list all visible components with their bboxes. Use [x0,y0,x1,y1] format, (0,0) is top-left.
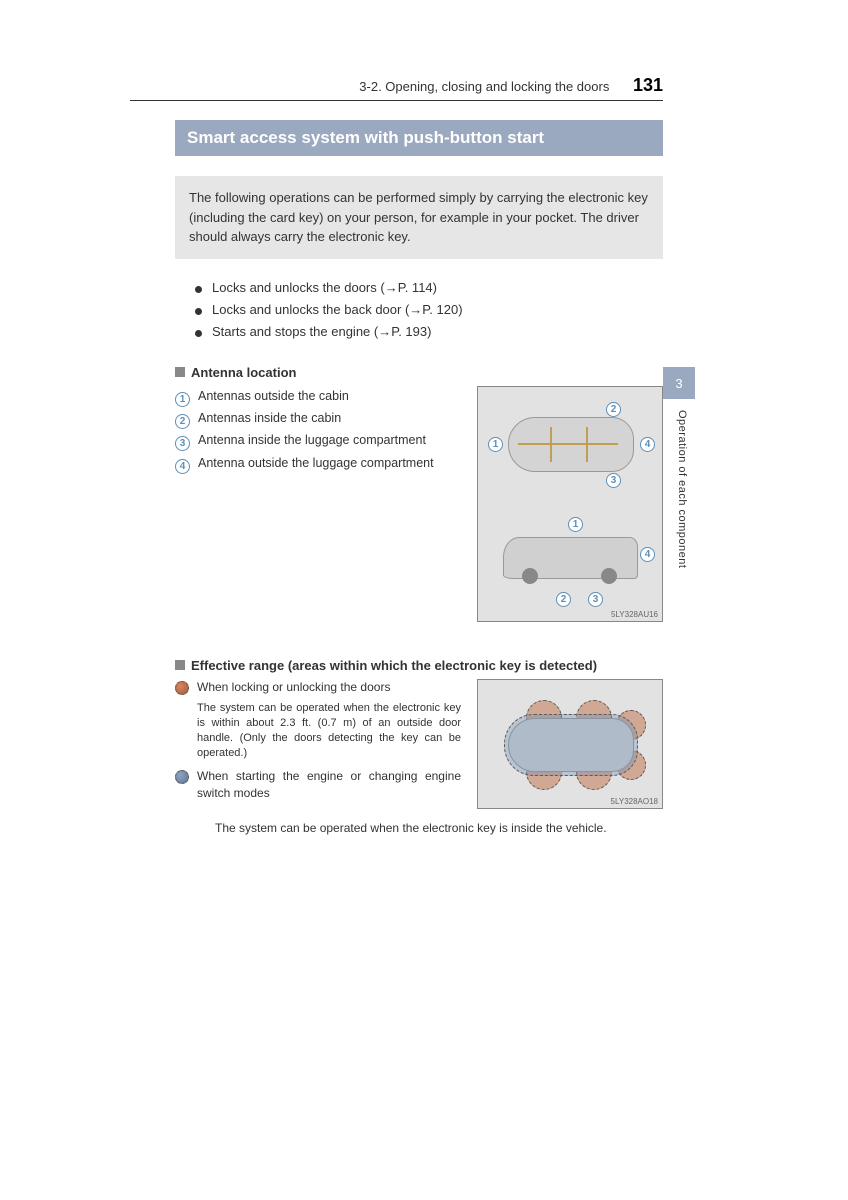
bullet-item: Locks and unlocks the doors (→P. 114) [195,277,663,299]
range-item-title: When locking or unlocking the doors [197,679,390,695]
range-item-title: When starting the engine or changing eng… [197,768,461,800]
circled-number-icon: 2 [175,414,190,429]
antenna-item-text: Antennas inside the cabin [198,408,341,429]
circled-number-icon: 4 [175,459,190,474]
antenna-item: 4 Antenna outside the luggage compartmen… [175,453,461,474]
bullet-text: Locks and unlocks the back door (→P. 120… [212,299,463,321]
diagram-number-icon: 3 [606,473,621,488]
section-label: 3-2. Opening, closing and locking the do… [359,79,609,94]
antenna-item: 1 Antennas outside the cabin [175,386,461,407]
antenna-heading-text: Antenna location [191,365,296,380]
diagram-number-icon: 1 [488,437,503,452]
chapter-tab: 3 [663,367,695,399]
bullet-list: Locks and unlocks the doors (→P. 114) Lo… [195,277,663,343]
bullet-dot-icon [195,308,202,315]
bottom-note: The system can be operated when the elec… [215,821,663,835]
antenna-list: 1 Antennas outside the cabin 2 Antennas … [175,386,461,636]
antenna-item-text: Antenna outside the luggage compartment [198,453,434,474]
diagram-number-icon: 2 [556,592,571,607]
bullet-dot-icon [195,330,202,337]
range-heading: Effective range (areas within which the … [175,658,663,673]
antenna-line-icon [550,427,552,462]
range-item-sub: The system can be operated when the elec… [197,701,461,760]
range-text: When locking or unlocking the doors The … [175,679,461,809]
antenna-item: 3 Antenna inside the luggage compartment [175,430,461,451]
car-side-icon [503,537,638,579]
bullet-item: Starts and stops the engine (→P. 193) [195,321,663,343]
wheel-icon [601,568,617,584]
antenna-diagram: 2 1 4 3 1 4 2 3 5LY328AU16 [477,386,663,622]
diagram-number-icon: 4 [640,437,655,452]
square-marker-icon [175,367,185,377]
circled-number-icon: 3 [175,436,190,451]
header-rule [130,100,663,101]
antenna-line-icon [518,443,618,445]
diagram-number-icon: 4 [640,547,655,562]
bullet-text: Locks and unlocks the doors (→P. 114) [212,277,437,299]
square-marker-icon [175,660,185,670]
diagram-number-icon: 2 [606,402,621,417]
circled-number-icon: 1 [175,392,190,407]
diagram-code: 5LY328AO18 [611,797,658,806]
diagram-number-icon: 1 [568,517,583,532]
antenna-item-text: Antenna inside the luggage compartment [198,430,426,451]
range-heading-text: Effective range (areas within which the … [191,658,597,673]
bullet-text: Starts and stops the engine (→P. 193) [212,321,431,343]
antenna-item-text: Antennas outside the cabin [198,386,349,407]
wheel-icon [522,568,538,584]
antenna-heading: Antenna location [175,365,663,380]
bullet-item: Locks and unlocks the back door (→P. 120… [195,299,663,321]
orange-zone-icon [175,681,189,695]
range-diagram: 5LY328AO18 [477,679,663,809]
blue-overlay-icon [504,714,638,776]
range-item: When starting the engine or changing eng… [175,768,461,800]
page-title: Smart access system with push-button sta… [175,120,663,156]
diagram-code: 5LY328AU16 [611,610,658,619]
intro-box: The following operations can be performe… [175,176,663,259]
antenna-item: 2 Antennas inside the cabin [175,408,461,429]
diagram-number-icon: 3 [588,592,603,607]
chapter-label: Operation of each component [676,410,688,568]
main-content: Smart access system with push-button sta… [175,120,663,835]
blue-zone-icon [175,770,189,784]
range-item: When locking or unlocking the doors [175,679,461,695]
antenna-line-icon [586,427,588,462]
bullet-dot-icon [195,286,202,293]
page-number: 131 [633,75,663,95]
